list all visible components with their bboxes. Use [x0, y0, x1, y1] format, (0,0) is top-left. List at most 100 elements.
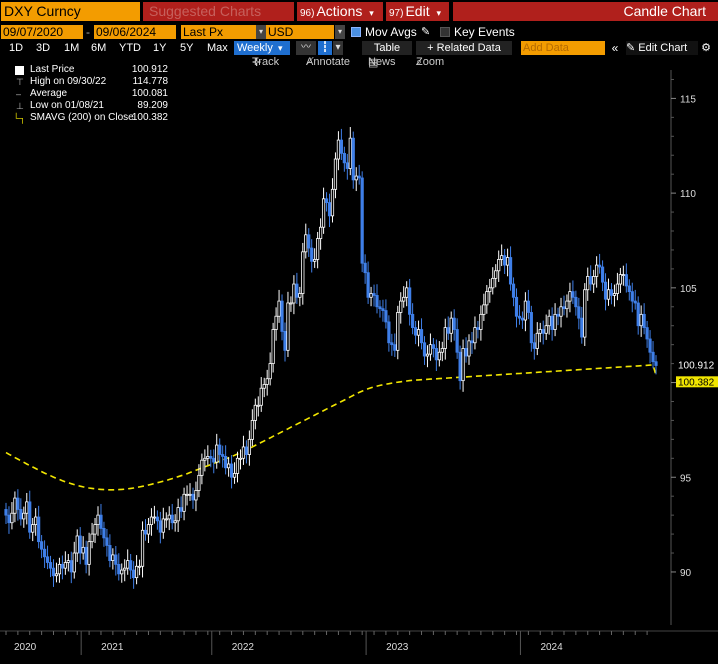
- gear-icon[interactable]: ⚙: [699, 41, 713, 55]
- period-6m[interactable]: 6M: [91, 42, 107, 54]
- period-1m[interactable]: 1M: [64, 42, 80, 54]
- suggested-charts-button[interactable]: Suggested Charts: [143, 2, 294, 21]
- candle-body: [595, 264, 599, 277]
- ticker-field[interactable]: DXY Curncy: [1, 2, 140, 21]
- candle-body: [654, 361, 658, 366]
- candle-body: [458, 351, 462, 382]
- period-ytd[interactable]: YTD: [119, 42, 141, 54]
- candle-body: [137, 565, 142, 568]
- collapse-icon[interactable]: «: [608, 41, 622, 55]
- start-date-input[interactable]: 09/07/2020: [1, 25, 83, 39]
- candle-body: [51, 567, 56, 577]
- candle-body: [235, 457, 240, 474]
- candle-body: [556, 313, 560, 317]
- candle-body: [232, 473, 237, 478]
- legend-value: 100.081: [131, 88, 168, 99]
- period-bar: 1D 3D 1M 6M YTD 1Y 5Y Max Weekly ▾ 〰 ┇ ▾…: [0, 41, 718, 55]
- y-axis: 9095100105110115: [670, 70, 697, 625]
- candle-body: [155, 516, 159, 522]
- line-chart-icon[interactable]: 〰: [296, 41, 316, 55]
- period-1y[interactable]: 1Y: [153, 42, 167, 54]
- frequency-label: Weekly: [237, 42, 273, 54]
- candle-body: [262, 384, 266, 389]
- candle-body: [126, 560, 130, 569]
- edit-chart-button[interactable]: ✎ Edit Chart: [626, 41, 698, 55]
- suggested-label: Suggested Charts: [149, 3, 262, 19]
- candle-body: [434, 348, 438, 361]
- candle-body: [446, 327, 450, 334]
- track-label: Track: [252, 56, 280, 68]
- chart-style-dropdown-icon[interactable]: ▾: [333, 41, 343, 55]
- candle-body: [286, 302, 290, 351]
- candle-body: [176, 507, 180, 522]
- candle-body: [408, 287, 412, 315]
- crosshair-icon: ✛: [252, 57, 262, 69]
- settings-bar: 09/07/2020 - 09/06/2024 Last Px ▾ USD ▾ …: [0, 24, 718, 40]
- candle-chart-icon[interactable]: ┇: [318, 41, 332, 55]
- y-tick-label: 105: [680, 284, 697, 295]
- candle-body: [627, 285, 631, 293]
- candle-body: [606, 289, 611, 300]
- pencil-icon[interactable]: ✎: [421, 26, 431, 38]
- candle-body: [366, 272, 370, 298]
- legend-low: ⊥ Low on 01/08/21 89.209: [10, 100, 168, 112]
- table-button[interactable]: Table: [362, 41, 412, 55]
- candle-body: [479, 313, 483, 330]
- period-3d[interactable]: 3D: [36, 42, 51, 54]
- candle-body: [111, 554, 115, 561]
- candle-body: [583, 289, 587, 338]
- legend-last-price: Last Price 100.912: [10, 64, 168, 76]
- candle-body: [505, 257, 510, 266]
- candle-body: [642, 313, 646, 329]
- period-5y[interactable]: 5Y: [180, 42, 194, 54]
- candle-body: [229, 463, 234, 478]
- candle-body: [482, 304, 486, 315]
- key-events-checkbox[interactable]: [440, 27, 450, 37]
- candle-body: [586, 276, 590, 291]
- candle-body: [648, 338, 652, 353]
- candle-body: [283, 330, 287, 351]
- candle-body: [295, 283, 299, 298]
- period-1d[interactable]: 1D: [9, 42, 24, 54]
- candle-body: [615, 283, 620, 294]
- candle-body: [321, 198, 326, 228]
- legend-label: SMAVG (200) on Close: [30, 112, 134, 123]
- sma-tag-bg: [676, 376, 718, 388]
- chevron-down-icon: ▾: [436, 8, 441, 18]
- candle-body: [609, 289, 614, 296]
- candle-body: [603, 281, 608, 300]
- candle-body: [624, 274, 628, 287]
- candle-body: [470, 340, 474, 344]
- edit-menu[interactable]: 97) Edit ▾: [386, 2, 449, 21]
- candle-body: [473, 327, 477, 344]
- candle-body: [42, 548, 47, 558]
- currency-select[interactable]: USD: [266, 25, 334, 39]
- end-date-input[interactable]: 09/06/2024: [94, 25, 176, 39]
- candle-body: [413, 327, 418, 336]
- field-dropdown-icon[interactable]: ▾: [256, 25, 266, 39]
- candle-body: [4, 509, 8, 516]
- candle-body: [129, 560, 133, 571]
- candle-body: [96, 514, 100, 526]
- sma-line-group: [5, 364, 657, 491]
- mov-avgs-checkbox[interactable]: [351, 27, 361, 37]
- high-marker-icon: ⊤: [16, 77, 24, 87]
- currency-dropdown-icon[interactable]: ▾: [335, 25, 345, 39]
- candle-body: [491, 277, 495, 289]
- frequency-select[interactable]: Weekly ▾: [234, 41, 290, 55]
- candle-body: [500, 255, 504, 260]
- actions-menu[interactable]: 96) Actions ▾: [297, 2, 383, 21]
- key-events-label: Key Events: [454, 25, 515, 39]
- candle-body: [16, 497, 20, 510]
- related-data-button[interactable]: + Related Data: [416, 41, 512, 55]
- candle-body: [494, 270, 498, 279]
- actions-num: 96): [300, 8, 315, 19]
- candle-body: [310, 247, 314, 262]
- candle-body: [69, 560, 73, 573]
- candle-body: [149, 516, 154, 526]
- candle-body: [10, 512, 14, 524]
- add-data-input[interactable]: Add Data: [521, 41, 605, 55]
- field-select[interactable]: Last Px: [181, 25, 256, 39]
- period-max[interactable]: Max: [207, 42, 228, 54]
